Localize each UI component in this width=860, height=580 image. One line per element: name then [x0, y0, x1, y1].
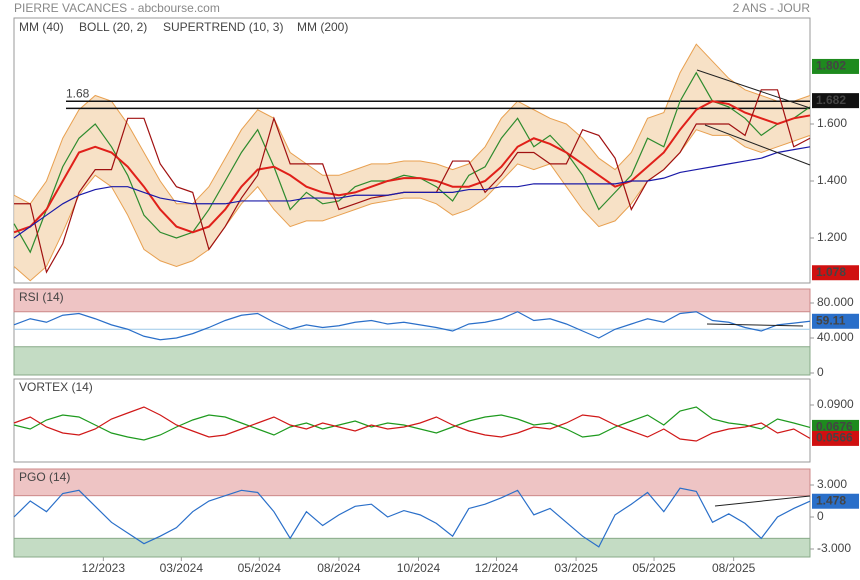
y-tick-label: -3.000 [817, 541, 851, 555]
y-tick-label: 0.0900 [817, 397, 854, 411]
value-marker-label: 1.478 [816, 493, 846, 507]
panel-title: RSI (14) [19, 290, 64, 304]
x-tick-label: 08/2024 [317, 561, 361, 575]
panel: 80.000 40.000 0 59.11 RSI (14) [13, 288, 859, 379]
x-tick-label: 08/2025 [712, 561, 756, 575]
value-marker-label: 0.0676 [816, 420, 853, 434]
boll-line [13, 43, 811, 205]
series-line [13, 146, 811, 239]
overbought-zone [13, 468, 811, 497]
panel-title: PGO (14) [19, 470, 70, 484]
legend-entry: MM (40) [19, 20, 64, 34]
y-tick-label: 0 [817, 365, 824, 379]
x-tick-label: 05/2024 [238, 561, 282, 575]
plots: 1.200 1.400 1.600 1.68 1.802 1.682 1.078 MM (40… [13, 17, 859, 575]
value-marker-label: 59.11 [816, 313, 846, 327]
value-marker-label: 0.0566 [816, 431, 853, 445]
value-marker [812, 93, 859, 109]
trend-line [704, 124, 811, 166]
panel: 1.200 1.400 1.600 1.68 1.802 1.682 1.078 MM (40… [13, 17, 859, 575]
legend-entry: BOLL (20, 2) [79, 20, 147, 34]
series-line [13, 406, 811, 441]
series-line [13, 71, 811, 254]
series-line [13, 100, 811, 234]
value-marker [812, 313, 859, 329]
page-title: PIERRE VACANCES - abcbourse.com [14, 1, 220, 15]
y-tick-label: 1.400 [817, 173, 847, 187]
x-tick-label: 05/2025 [632, 561, 676, 575]
y-tick-label: 80.000 [817, 295, 854, 309]
series-line [13, 311, 811, 341]
value-marker [812, 58, 859, 74]
x-tick-label: 12/2024 [475, 561, 519, 575]
panel: 3.000 0 -3.000 1.478 PGO (14) [13, 468, 859, 558]
y-tick-label: 40.000 [817, 330, 854, 344]
overbought-zone [13, 288, 811, 313]
legend-entry: MM (200) [297, 20, 348, 34]
value-marker [812, 265, 859, 281]
value-marker [812, 430, 859, 446]
trend-line [696, 69, 811, 109]
y-tick-label: 0 [817, 509, 824, 523]
y-tick-label: 1.600 [817, 116, 847, 130]
y-tick-label: 3.000 [817, 477, 847, 491]
y-tick-label: 1.200 [817, 230, 847, 244]
value-marker-label: 1.078 [816, 265, 846, 279]
panel-frame [13, 378, 811, 463]
oversold-zone [13, 537, 811, 558]
period: 2 ANS - JOUR [733, 1, 811, 15]
value-marker [812, 493, 859, 509]
x-tick-label: 03/2024 [160, 561, 204, 575]
value-marker-label: 1.682 [816, 93, 846, 107]
series-line [13, 406, 811, 442]
legend-entry: SUPERTREND (10, 3) [163, 20, 283, 34]
series-line [13, 487, 811, 548]
oversold-zone [13, 346, 811, 376]
x-tick-label: 12/2023 [82, 561, 126, 575]
x-tick-label: 03/2025 [554, 561, 598, 575]
value-marker-label: 1.802 [816, 59, 846, 73]
h-line-label: 1.68 [66, 86, 90, 100]
panel-title: VORTEX (14) [19, 380, 93, 394]
x-tick-label: 10/2024 [397, 561, 441, 575]
trend-line [714, 495, 811, 507]
trend-line [706, 323, 804, 327]
